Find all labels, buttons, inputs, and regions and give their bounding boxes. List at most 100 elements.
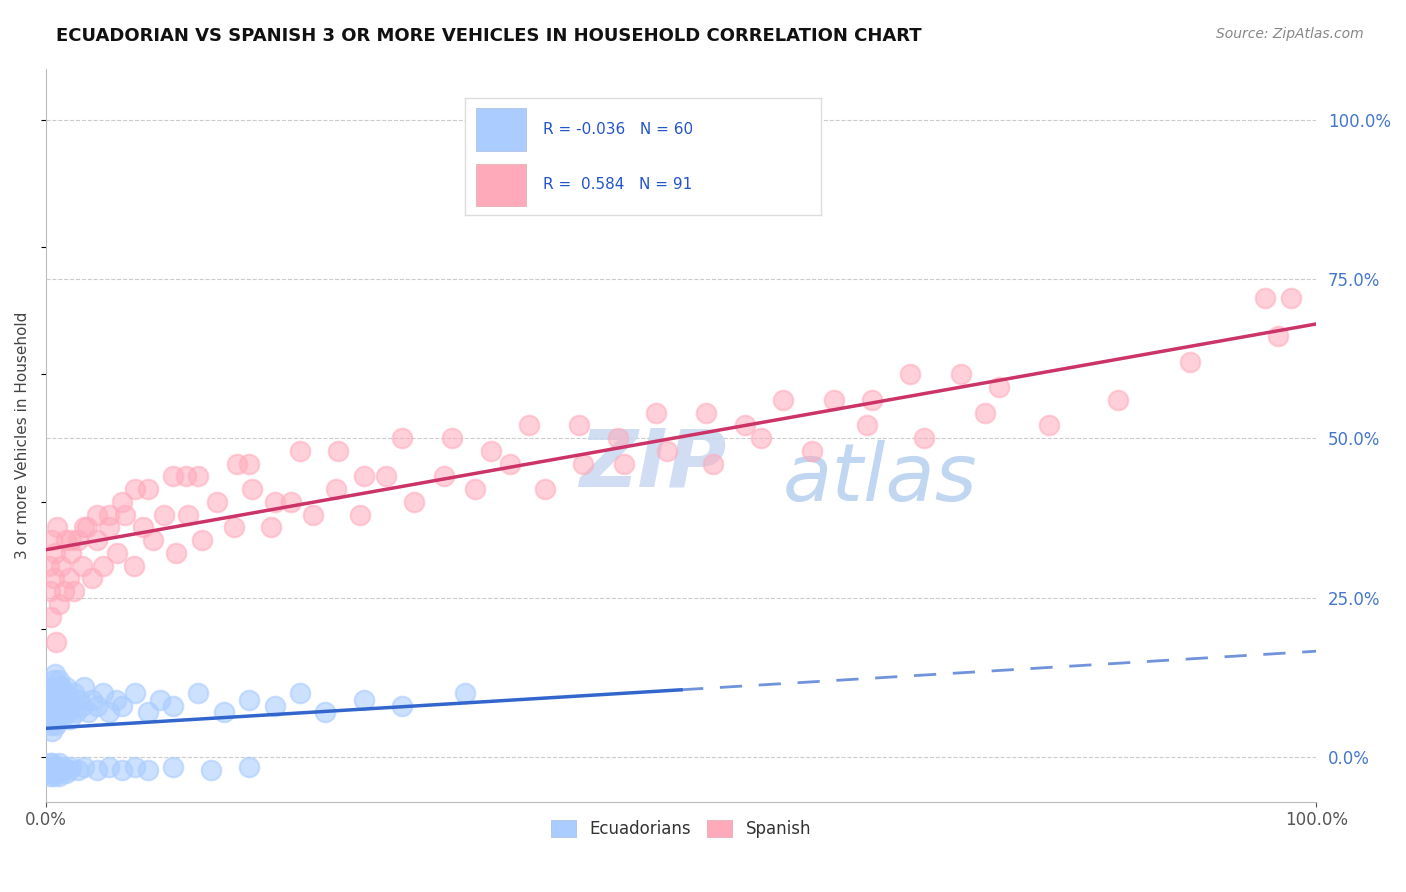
Point	[51, 698, 73, 713]
Point	[98, 706, 121, 720]
Point	[51, 692, 73, 706]
Point	[46, 765, 69, 780]
Point	[42, 769, 65, 783]
Point	[353, 692, 375, 706]
Point	[52, 759, 75, 773]
Point	[288, 444, 311, 458]
Point	[187, 686, 209, 700]
Point	[60, 759, 83, 773]
Point	[39, 759, 62, 773]
Point	[606, 431, 628, 445]
Point	[44, 546, 66, 560]
Point	[174, 469, 197, 483]
Point	[772, 392, 794, 407]
Point	[44, 667, 66, 681]
Point	[238, 457, 260, 471]
Point	[162, 469, 184, 483]
Point	[98, 508, 121, 522]
Point	[67, 692, 90, 706]
Point	[260, 520, 283, 534]
Point	[48, 756, 70, 771]
Point	[42, 572, 65, 586]
Point	[349, 508, 371, 522]
Point	[568, 418, 591, 433]
Point	[240, 482, 263, 496]
Point	[46, 698, 69, 713]
Point	[38, 712, 60, 726]
Point	[58, 572, 80, 586]
Point	[1279, 291, 1302, 305]
Point	[498, 457, 520, 471]
Point	[111, 763, 134, 777]
Point	[42, 698, 65, 713]
Point	[153, 508, 176, 522]
Point	[391, 431, 413, 445]
Point	[263, 495, 285, 509]
Point	[41, 763, 63, 777]
Point	[60, 546, 83, 560]
Point	[479, 444, 502, 458]
Point	[45, 635, 67, 649]
Point	[38, 686, 60, 700]
Point	[98, 520, 121, 534]
Point	[973, 406, 995, 420]
Point	[702, 457, 724, 471]
Point	[53, 698, 76, 713]
Point	[613, 457, 636, 471]
Point	[44, 763, 66, 777]
Point	[48, 769, 70, 783]
Text: ZIP: ZIP	[579, 425, 727, 503]
Point	[70, 558, 93, 573]
Point	[86, 533, 108, 548]
Point	[860, 392, 883, 407]
Point	[432, 469, 454, 483]
Text: Source: ZipAtlas.com: Source: ZipAtlas.com	[1216, 27, 1364, 41]
Point	[44, 692, 66, 706]
Point	[52, 584, 75, 599]
Point	[66, 763, 89, 777]
Point	[91, 558, 114, 573]
Point	[325, 482, 347, 496]
Point	[41, 724, 63, 739]
Point	[56, 706, 79, 720]
Point	[45, 706, 67, 720]
Point	[59, 712, 82, 726]
Point	[51, 558, 73, 573]
Point	[44, 765, 66, 780]
Point	[60, 533, 83, 548]
Point	[534, 482, 557, 496]
Point	[655, 444, 678, 458]
Point	[65, 706, 87, 720]
Point	[162, 759, 184, 773]
Point	[165, 546, 187, 560]
Point	[572, 457, 595, 471]
Point	[63, 584, 86, 599]
Point	[55, 680, 77, 694]
Point	[46, 520, 69, 534]
Point	[58, 763, 80, 777]
Point	[39, 718, 62, 732]
Point	[53, 686, 76, 700]
Point	[1107, 392, 1129, 407]
Point	[45, 686, 67, 700]
Point	[222, 520, 245, 534]
Text: ECUADORIAN VS SPANISH 3 OR MORE VEHICLES IN HOUSEHOLD CORRELATION CHART: ECUADORIAN VS SPANISH 3 OR MORE VEHICLES…	[56, 27, 922, 45]
Point	[77, 706, 100, 720]
Point	[73, 520, 96, 534]
Point	[191, 533, 214, 548]
Point	[51, 763, 73, 777]
Point	[749, 431, 772, 445]
Point	[39, 765, 62, 780]
Point	[124, 482, 146, 496]
Point	[80, 572, 103, 586]
Point	[80, 692, 103, 706]
Point	[695, 406, 717, 420]
Point	[124, 759, 146, 773]
Point	[51, 680, 73, 694]
Point	[131, 520, 153, 534]
Point	[441, 431, 464, 445]
Point	[375, 469, 398, 483]
Point	[987, 380, 1010, 394]
Legend: Ecuadorians, Spanish: Ecuadorians, Spanish	[544, 813, 818, 845]
Point	[48, 712, 70, 726]
